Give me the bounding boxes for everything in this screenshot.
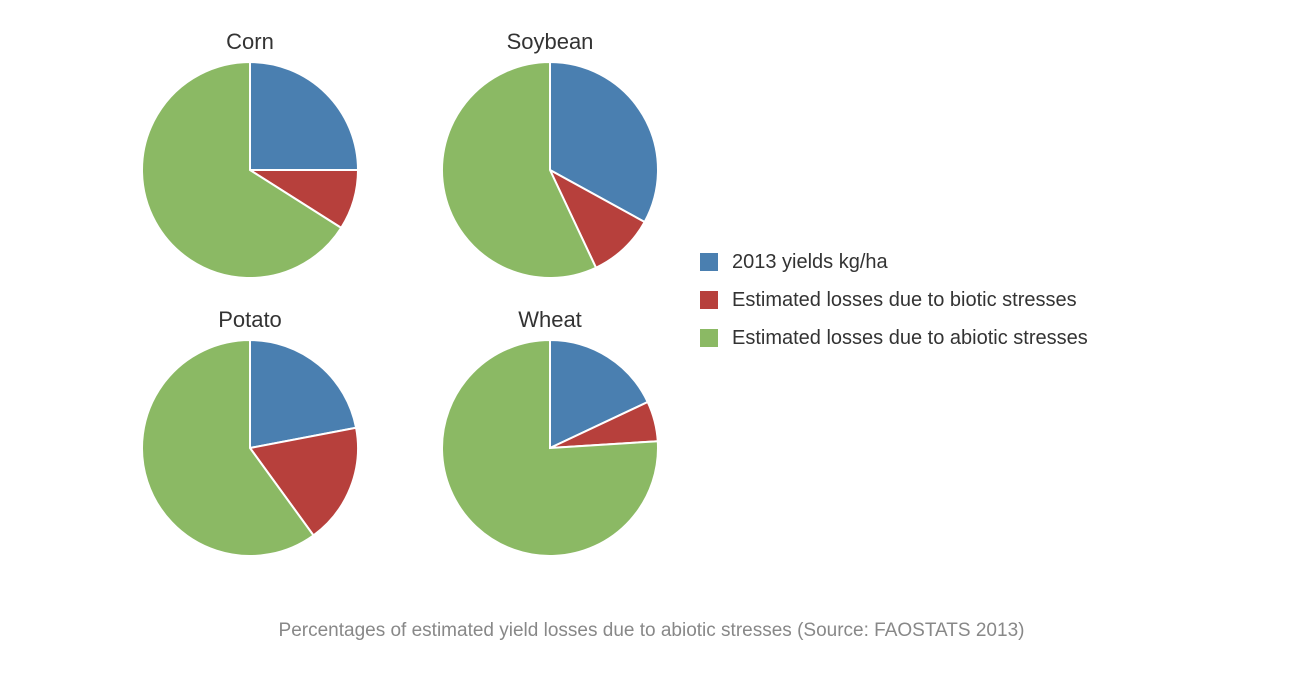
pie-wheat [442,340,658,556]
legend: 2013 yields kg/ha Estimated losses due t… [700,250,1240,364]
legend-item-abiotic: Estimated losses due to abiotic stresses [700,326,1240,350]
legend-swatch-abiotic [700,329,718,347]
pie-slice-corn-yields [250,62,358,170]
chart-grid: Corn Soybean Potato Wheat [120,30,680,556]
pie-svg-corn [142,62,358,278]
charts-region: Corn Soybean Potato Wheat [120,30,680,556]
figure-caption: Percentages of estimated yield losses du… [0,620,1303,642]
pie-svg-soybean [442,62,658,278]
chart-title-corn: Corn [226,30,274,54]
chart-title-wheat: Wheat [518,308,582,332]
legend-label-yields: 2013 yields kg/ha [732,250,888,274]
legend-swatch-biotic [700,291,718,309]
chart-cell-wheat: Wheat [420,308,680,556]
chart-cell-corn: Corn [120,30,380,278]
figure-container: Corn Soybean Potato Wheat 2013 yields kg… [0,0,1303,685]
chart-title-soybean: Soybean [507,30,594,54]
legend-swatch-yields [700,253,718,271]
pie-soybean [442,62,658,278]
legend-label-biotic: Estimated losses due to biotic stresses [732,288,1077,312]
chart-cell-soybean: Soybean [420,30,680,278]
legend-item-yields: 2013 yields kg/ha [700,250,1240,274]
pie-svg-potato [142,340,358,556]
chart-title-potato: Potato [218,308,282,332]
pie-corn [142,62,358,278]
legend-item-biotic: Estimated losses due to biotic stresses [700,288,1240,312]
legend-label-abiotic: Estimated losses due to abiotic stresses [732,326,1088,350]
chart-cell-potato: Potato [120,308,380,556]
pie-svg-wheat [442,340,658,556]
pie-potato [142,340,358,556]
